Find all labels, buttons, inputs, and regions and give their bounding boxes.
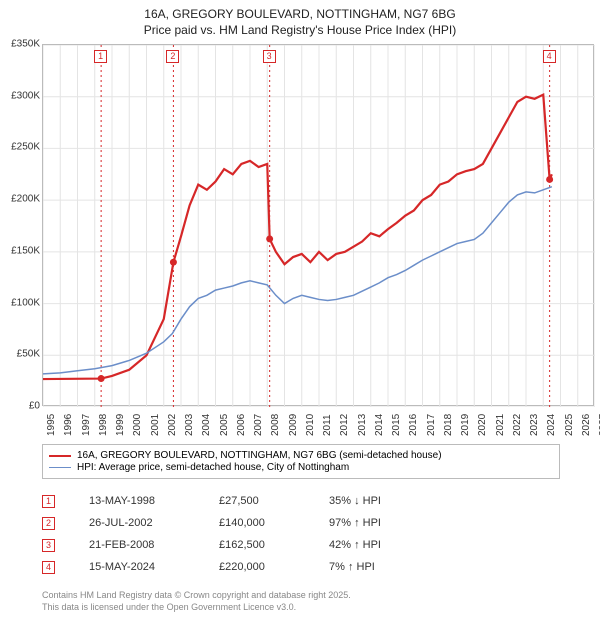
sale-pct: 35% ↓ HPI: [329, 495, 449, 507]
sale-date: 15-MAY-2024: [89, 561, 219, 573]
xtick-label: 2015: [391, 414, 402, 436]
sale-date: 21-FEB-2008: [89, 539, 219, 551]
attribution: Contains HM Land Registry data © Crown c…: [42, 590, 351, 613]
chart-svg: [43, 45, 595, 407]
xtick-label: 2013: [357, 414, 368, 436]
legend-label: HPI: Average price, semi-detached house,…: [77, 462, 349, 473]
sale-pct: 97% ↑ HPI: [329, 517, 449, 529]
sale-price: £162,500: [219, 539, 329, 551]
xtick-label: 1996: [63, 414, 74, 436]
sale-pct: 42% ↑ HPI: [329, 539, 449, 551]
sale-price: £27,500: [219, 495, 329, 507]
xtick-label: 2005: [219, 414, 230, 436]
xtick-label: 2022: [512, 414, 523, 436]
sales-row: 4 15-MAY-2024£220,0007% ↑ HPI: [42, 556, 449, 578]
sales-row: 1 13-MAY-1998£27,50035% ↓ HPI: [42, 490, 449, 512]
attribution-line-2: This data is licensed under the Open Gov…: [42, 602, 351, 614]
ytick-label: £150K: [2, 245, 40, 256]
legend-item: HPI: Average price, semi-detached house,…: [49, 462, 553, 473]
xtick-label: 2026: [581, 414, 592, 436]
sales-table: 1 13-MAY-1998£27,50035% ↓ HPI 2 26-JUL-2002…: [42, 490, 449, 578]
ytick-label: £100K: [2, 297, 40, 308]
xtick-label: 2011: [322, 414, 333, 436]
sale-date: 13-MAY-1998: [89, 495, 219, 507]
title-line-1: 16A, GREGORY BOULEVARD, NOTTINGHAM, NG7 …: [0, 6, 600, 22]
legend-label: 16A, GREGORY BOULEVARD, NOTTINGHAM, NG7 …: [77, 450, 442, 461]
ytick-label: £250K: [2, 142, 40, 153]
ytick-label: £200K: [2, 194, 40, 205]
xtick-label: 2019: [460, 414, 471, 436]
sale-number-box: 1: [42, 495, 55, 508]
xtick-label: 1997: [81, 414, 92, 436]
xtick-label: 2025: [564, 414, 575, 436]
sale-marker-box: 4: [543, 50, 556, 63]
xtick-label: 2001: [150, 414, 161, 436]
sales-row: 3 21-FEB-2008£162,50042% ↑ HPI: [42, 534, 449, 556]
sale-marker-box: 3: [263, 50, 276, 63]
sale-marker-box: 1: [94, 50, 107, 63]
xtick-label: 2018: [443, 414, 454, 436]
sale-date: 26-JUL-2002: [89, 517, 219, 529]
xtick-label: 2014: [374, 414, 385, 436]
xtick-label: 2003: [184, 414, 195, 436]
sale-pct: 7% ↑ HPI: [329, 561, 449, 573]
chart-container: 16A, GREGORY BOULEVARD, NOTTINGHAM, NG7 …: [0, 0, 600, 620]
attribution-line-1: Contains HM Land Registry data © Crown c…: [42, 590, 351, 602]
sale-number-box: 3: [42, 539, 55, 552]
xtick-label: 2012: [339, 414, 350, 436]
sale-price: £220,000: [219, 561, 329, 573]
sale-number-box: 4: [42, 561, 55, 574]
ytick-label: £50K: [2, 349, 40, 360]
xtick-label: 2010: [305, 414, 316, 436]
xtick-label: 2007: [253, 414, 264, 436]
xtick-label: 2000: [132, 414, 143, 436]
sale-price: £140,000: [219, 517, 329, 529]
xtick-label: 2024: [546, 414, 557, 436]
xtick-label: 2023: [529, 414, 540, 436]
ytick-label: £0: [2, 401, 40, 412]
sale-marker-box: 2: [166, 50, 179, 63]
ytick-label: £350K: [2, 39, 40, 50]
legend-swatch: [49, 467, 71, 468]
ytick-label: £300K: [2, 90, 40, 101]
title-line-2: Price paid vs. HM Land Registry's House …: [0, 22, 600, 38]
sale-number-box: 2: [42, 517, 55, 530]
legend-item: 16A, GREGORY BOULEVARD, NOTTINGHAM, NG7 …: [49, 450, 553, 461]
xtick-label: 2006: [236, 414, 247, 436]
xtick-label: 2002: [167, 414, 178, 436]
xtick-label: 2017: [426, 414, 437, 436]
xtick-label: 2009: [288, 414, 299, 436]
xtick-label: 1998: [98, 414, 109, 436]
xtick-label: 2016: [408, 414, 419, 436]
xtick-label: 2021: [495, 414, 506, 436]
plot-area: [42, 44, 594, 406]
xtick-label: 1999: [115, 414, 126, 436]
sales-row: 2 26-JUL-2002£140,00097% ↑ HPI: [42, 512, 449, 534]
legend-swatch: [49, 455, 71, 457]
chart-title: 16A, GREGORY BOULEVARD, NOTTINGHAM, NG7 …: [0, 0, 600, 38]
xtick-label: 2008: [270, 414, 281, 436]
legend: 16A, GREGORY BOULEVARD, NOTTINGHAM, NG7 …: [42, 444, 560, 479]
xtick-label: 2004: [201, 414, 212, 436]
xtick-label: 2020: [477, 414, 488, 436]
xtick-label: 1995: [46, 414, 57, 436]
